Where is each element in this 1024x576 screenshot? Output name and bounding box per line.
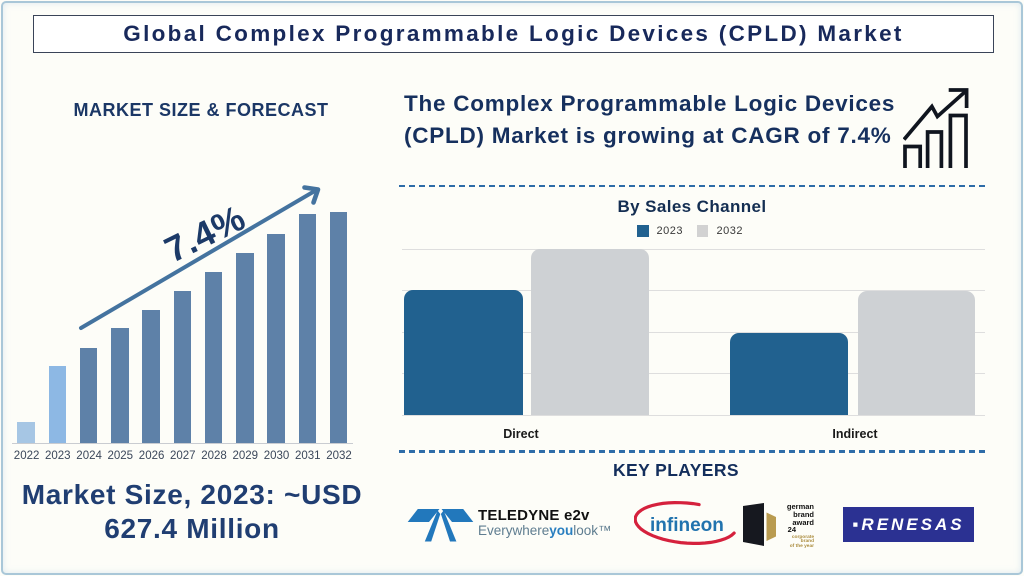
svg-text:infineon: infineon	[650, 515, 724, 536]
